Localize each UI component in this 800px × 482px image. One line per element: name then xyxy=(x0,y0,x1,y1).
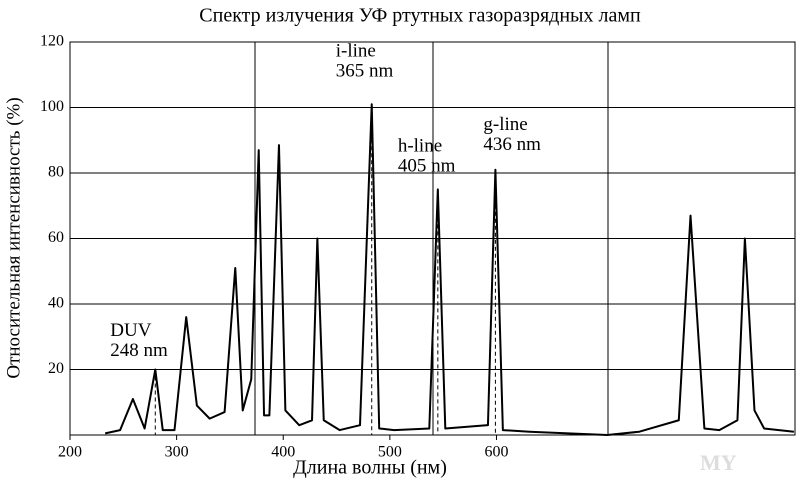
y-tick-label: 80 xyxy=(48,164,64,181)
x-tick-label: 200 xyxy=(58,444,82,461)
y-tick-label: 120 xyxy=(40,33,64,50)
annotation-text: 405 nm xyxy=(398,156,456,177)
y-axis-label: Относительная интенсивность (%) xyxy=(3,97,24,378)
annotation-text: DUV xyxy=(110,320,151,341)
spectrum-line xyxy=(104,103,795,436)
y-tick-label: 60 xyxy=(48,229,64,246)
y-tick-label: 40 xyxy=(48,295,64,312)
annotation-text: 248 nm xyxy=(110,340,168,361)
x-tick-label: 300 xyxy=(165,444,189,461)
annotation-text: 436 nm xyxy=(483,134,541,155)
annotation-text: g-line xyxy=(483,114,527,135)
annotation-text: i-line xyxy=(336,41,376,62)
y-tick-label: 20 xyxy=(48,360,64,377)
x-tick-label: 600 xyxy=(484,444,508,461)
x-axis-label: Длина волны (нм) xyxy=(293,457,447,479)
watermark: MY xyxy=(700,450,737,475)
x-tick-label: 500 xyxy=(378,444,402,461)
annotation-text: h-line xyxy=(398,136,442,157)
chart-title: Спектр излучения УФ ртутных газоразрядны… xyxy=(199,5,641,27)
y-tick-label: 100 xyxy=(40,98,64,115)
annotation-text: 365 nm xyxy=(336,61,394,82)
x-tick-label: 400 xyxy=(271,444,295,461)
